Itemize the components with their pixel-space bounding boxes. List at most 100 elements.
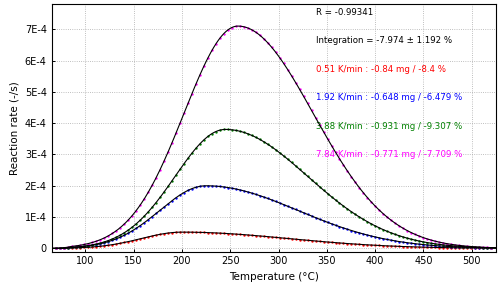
Point	[356, 215, 364, 219]
Point	[479, 246, 487, 250]
Point	[483, 245, 491, 250]
Point	[184, 230, 192, 234]
Point	[324, 191, 332, 196]
Point	[388, 218, 396, 223]
Point	[419, 242, 427, 247]
Point	[264, 196, 272, 201]
Point	[427, 245, 435, 250]
Point	[124, 228, 132, 232]
Point	[439, 244, 447, 249]
Point	[92, 242, 100, 246]
Point	[184, 101, 192, 106]
Point	[400, 244, 407, 249]
Point	[352, 212, 360, 217]
Point	[148, 205, 156, 210]
Point	[116, 241, 124, 246]
Point	[336, 156, 344, 161]
Point	[392, 232, 400, 237]
Point	[348, 210, 356, 214]
Point	[308, 177, 316, 182]
Point	[120, 222, 128, 226]
Point	[100, 244, 108, 248]
Point	[256, 193, 264, 198]
Point	[192, 185, 200, 190]
Point	[208, 48, 216, 53]
Point	[156, 208, 164, 212]
Point	[404, 240, 411, 245]
Point	[60, 245, 68, 250]
Point	[168, 230, 176, 235]
Point	[72, 246, 80, 250]
Point	[384, 237, 392, 242]
Point	[328, 240, 336, 245]
Point	[216, 128, 224, 132]
Point	[423, 237, 431, 241]
Point	[144, 210, 152, 214]
Point	[364, 219, 372, 224]
Point	[320, 129, 328, 134]
Point	[196, 230, 204, 235]
Point	[288, 236, 296, 241]
Text: Integration = -7.974 ± 1.192 %: Integration = -7.974 ± 1.192 %	[316, 36, 452, 45]
Point	[272, 235, 280, 240]
Point	[304, 238, 312, 243]
Point	[328, 143, 336, 148]
Point	[396, 244, 404, 249]
Point	[272, 199, 280, 204]
Point	[188, 151, 196, 155]
Point	[392, 221, 400, 226]
Point	[56, 246, 64, 251]
Point	[140, 236, 148, 240]
Point	[156, 167, 164, 172]
Point	[443, 241, 451, 246]
Point	[332, 150, 340, 155]
Point	[124, 239, 132, 244]
Point	[324, 136, 332, 141]
Point	[360, 190, 368, 195]
Point	[447, 244, 455, 249]
Point	[308, 214, 316, 218]
Point	[128, 229, 136, 233]
Point	[439, 242, 447, 247]
Point	[296, 167, 304, 172]
Point	[56, 246, 64, 251]
Point	[463, 245, 471, 250]
Point	[60, 246, 68, 250]
Point	[228, 231, 236, 236]
Point	[212, 129, 220, 134]
Point	[160, 190, 168, 194]
Point	[288, 74, 296, 78]
Point	[100, 240, 108, 245]
Point	[112, 228, 120, 233]
Point	[423, 243, 431, 247]
Point	[415, 245, 423, 249]
Point	[408, 241, 416, 246]
Point	[96, 241, 104, 245]
Point	[260, 234, 268, 239]
Point	[164, 231, 172, 235]
Point	[459, 244, 467, 248]
Point	[104, 239, 112, 244]
Point	[168, 140, 176, 145]
Point	[240, 188, 248, 193]
Point	[316, 184, 324, 189]
Point	[236, 232, 244, 237]
Point	[372, 235, 380, 239]
Point	[276, 151, 283, 155]
Point	[471, 246, 479, 250]
Point	[68, 246, 76, 250]
Point	[136, 223, 144, 228]
Point	[396, 234, 404, 238]
Point	[280, 153, 287, 158]
Point	[316, 123, 324, 127]
Point	[220, 185, 228, 189]
Point	[284, 236, 292, 241]
Point	[356, 242, 364, 247]
Point	[276, 55, 283, 60]
Point	[84, 244, 92, 248]
Point	[268, 235, 276, 239]
Point	[435, 242, 443, 247]
Point	[419, 240, 427, 244]
Point	[232, 24, 240, 29]
Point	[451, 245, 459, 250]
